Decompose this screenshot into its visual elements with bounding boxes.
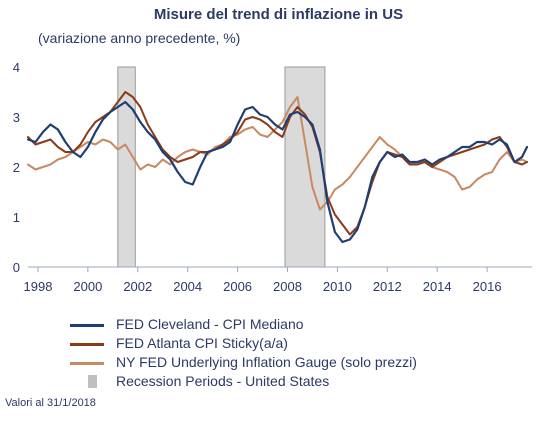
legend-swatch-cleveland — [70, 324, 104, 327]
series-lines — [26, 91, 529, 244]
x-tick-label: 2014 — [423, 279, 452, 294]
recession-bands — [117, 66, 326, 268]
series-line-atlanta — [27, 91, 528, 236]
legend-label-atlanta: FED Atlanta CPI Sticky(a/a) — [116, 335, 288, 351]
series-line-cleveland — [26, 100, 529, 244]
y-tick-label: 4 — [13, 60, 20, 75]
recession-band-2 — [284, 66, 326, 268]
x-tick-label: 2010 — [323, 279, 352, 294]
footnote: Valori al 31/1/2018 — [5, 397, 96, 409]
axes: 0 1 2 3 4 1998 2000 2002 2004 2006 2008 2010 2012 201… — [13, 60, 532, 294]
legend-label-nyfed: NY FED Underlying Inflation Gauge (solo … — [116, 354, 417, 370]
x-tick-label: 2016 — [473, 279, 502, 294]
y-tick-label: 0 — [13, 260, 20, 275]
legend-label-recession: Recession Periods - United States — [116, 373, 330, 389]
chart-subtitle: (variazione anno precedente, %) — [38, 30, 241, 46]
y-tick-label: 2 — [13, 160, 20, 175]
legend-swatch-atlanta — [70, 343, 104, 346]
legend-swatch-recession — [88, 375, 97, 388]
y-tick-label: 1 — [13, 210, 20, 225]
y-tick-label: 3 — [13, 110, 20, 125]
x-tick-label: 2008 — [273, 279, 302, 294]
legend-swatch-nyfed — [70, 362, 104, 365]
x-tick-label: 2000 — [73, 279, 102, 294]
chart-title: Misure del trend di inflazione in US — [153, 6, 404, 23]
x-tick-label: 2012 — [373, 279, 402, 294]
x-tick-label: 2004 — [173, 279, 202, 294]
x-tick-label: 2002 — [123, 279, 152, 294]
x-tick-label: 1998 — [24, 279, 53, 294]
x-tick-label: 2006 — [223, 279, 252, 294]
legend-label-cleveland: FED Cleveland - CPI Mediano — [116, 316, 304, 332]
